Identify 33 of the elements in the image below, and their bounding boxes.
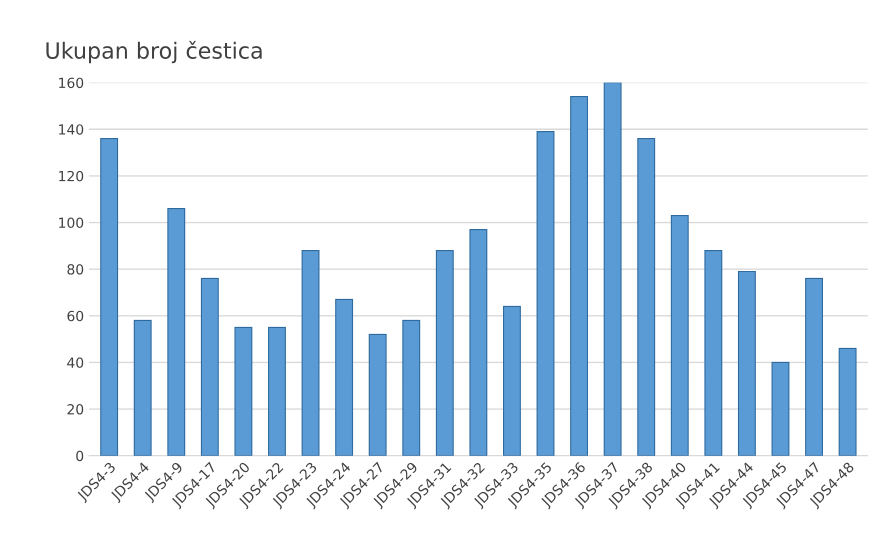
- y-tick-label: 120: [59, 170, 84, 182]
- bar: [838, 348, 857, 456]
- bar: [234, 326, 252, 456]
- bar: [738, 270, 756, 456]
- y-tick-label: 140: [59, 124, 84, 135]
- bar: [772, 362, 790, 456]
- chart-title: Ukupan broj čestica: [46, 40, 262, 64]
- y-tick-label: 160: [59, 78, 84, 88]
- bar: [469, 228, 488, 456]
- y-tick-label: 20: [67, 404, 84, 415]
- y-tick-label: 100: [59, 217, 84, 228]
- bar: [134, 320, 152, 456]
- y-tick-label: 0: [76, 450, 84, 462]
- bar: [200, 278, 219, 456]
- bar: [604, 82, 622, 456]
- bar: [502, 306, 521, 456]
- y-tick-label: 40: [67, 357, 84, 368]
- bar: [637, 138, 656, 456]
- y-tick-label: 80: [67, 264, 84, 275]
- y-tick-label: 60: [67, 310, 84, 322]
- bar: [670, 214, 689, 456]
- bar: [536, 131, 554, 456]
- bar: [167, 208, 186, 456]
- bar: [302, 250, 320, 456]
- bar: [100, 138, 118, 456]
- bar: [335, 298, 354, 456]
- bar: [436, 250, 454, 456]
- bar: [704, 250, 722, 456]
- bar: [268, 326, 286, 456]
- bar: [368, 334, 387, 456]
- bar: [805, 278, 823, 456]
- bar: [570, 96, 588, 456]
- bar: [402, 320, 420, 456]
